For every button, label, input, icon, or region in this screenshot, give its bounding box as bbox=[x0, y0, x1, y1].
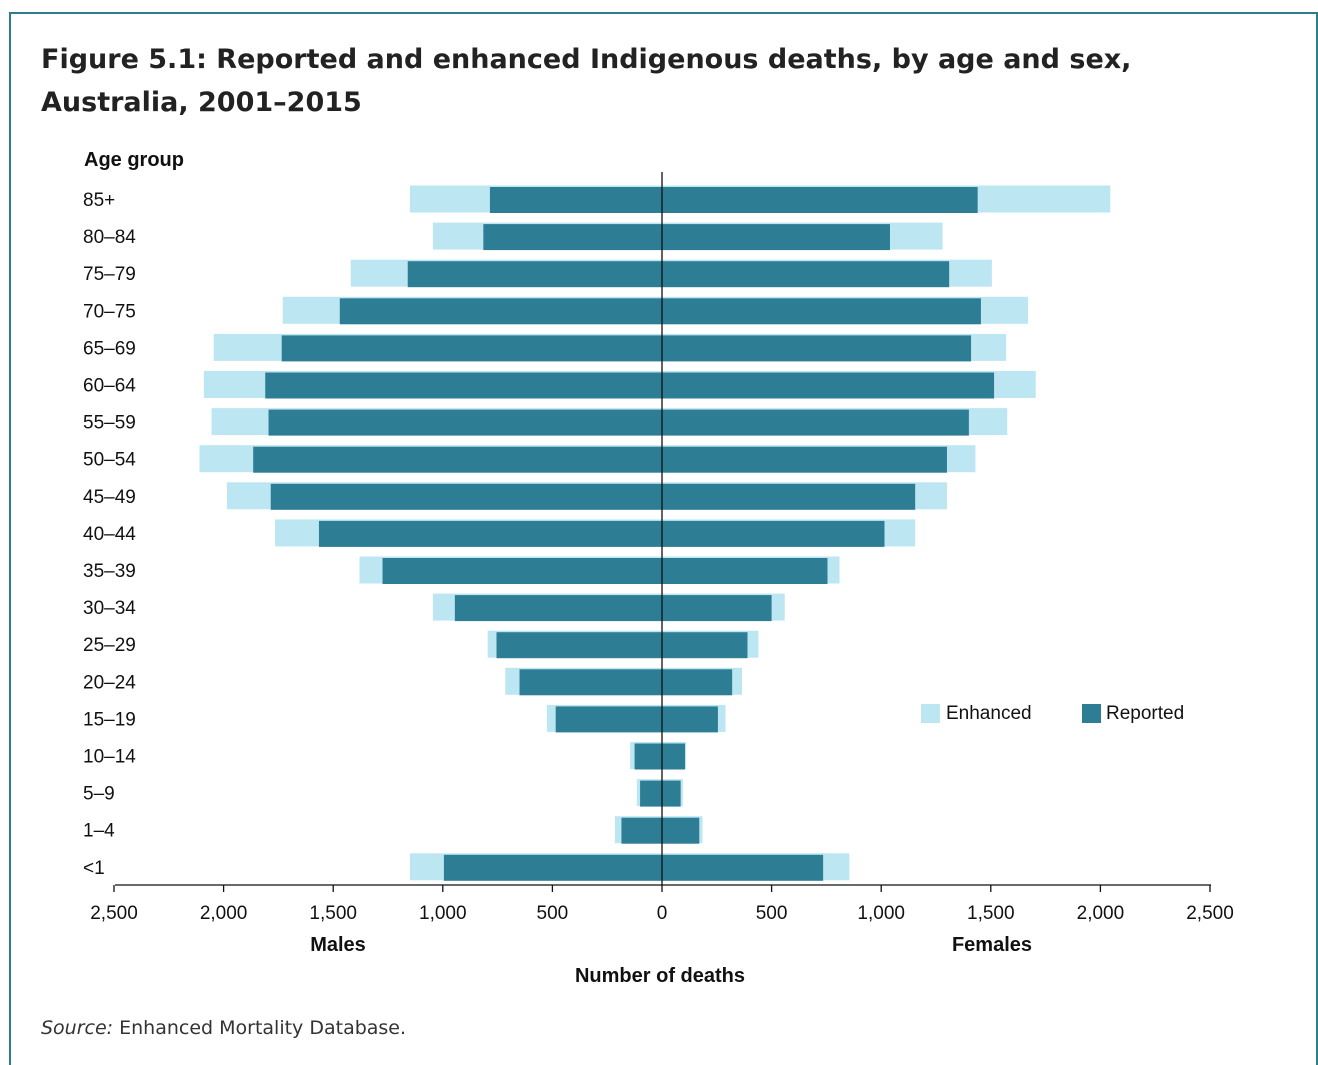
x-tick-label-1: 2,000 bbox=[200, 903, 248, 924]
males-label: Males bbox=[310, 934, 366, 956]
source-text: Enhanced Mortality Database. bbox=[113, 1017, 407, 1039]
age-group-label-row-3: 70–75 bbox=[83, 301, 136, 322]
bar-male-reported-row-13 bbox=[519, 669, 662, 696]
legend-label-enhanced: Enhanced bbox=[946, 703, 1032, 724]
age-group-label-row-11: 30–34 bbox=[83, 598, 136, 619]
bar-male-reported-row-3 bbox=[339, 298, 662, 325]
age-group-label-row-18: <1 bbox=[83, 858, 105, 879]
bar-male-reported-row-1 bbox=[483, 224, 662, 251]
age-group-label-row-5: 60–64 bbox=[83, 376, 136, 397]
bar-male-reported-row-16 bbox=[640, 780, 662, 807]
age-group-label-row-12: 25–29 bbox=[83, 635, 136, 656]
bar-female-reported-row-17 bbox=[662, 817, 700, 844]
legend-swatch-enhanced bbox=[921, 704, 940, 723]
age-group-label-row-16: 5–9 bbox=[83, 784, 115, 805]
bar-female-reported-row-14 bbox=[662, 706, 718, 733]
age-group-label-row-10: 35–39 bbox=[83, 561, 136, 582]
bar-female-reported-row-8 bbox=[662, 483, 916, 510]
legend-label-reported: Reported bbox=[1106, 703, 1184, 724]
x-tick-label-5: 0 bbox=[657, 903, 668, 924]
females-label: Females bbox=[952, 934, 1032, 956]
age-group-label-row-6: 55–59 bbox=[83, 413, 136, 434]
x-tick-label-10: 2,500 bbox=[1186, 903, 1234, 924]
bar-male-reported-row-11 bbox=[454, 595, 662, 622]
bar-male-reported-row-12 bbox=[496, 632, 662, 659]
x-tick-label-0: 2,500 bbox=[90, 903, 138, 924]
age-group-label-row-17: 1–4 bbox=[83, 821, 115, 842]
bar-female-reported-row-9 bbox=[662, 520, 885, 547]
source-label: Source: bbox=[41, 1017, 114, 1039]
bar-female-reported-row-1 bbox=[662, 224, 890, 251]
legend: Enhanced Reported bbox=[921, 703, 1184, 724]
bar-female-reported-row-16 bbox=[662, 780, 681, 807]
age-group-label-row-14: 15–19 bbox=[83, 709, 136, 730]
bar-female-reported-row-11 bbox=[662, 595, 772, 622]
x-tick-label-9: 2,000 bbox=[1077, 903, 1125, 924]
age-group-label-row-1: 80–84 bbox=[83, 227, 136, 248]
age-group-label-row-2: 75–79 bbox=[83, 264, 136, 285]
bar-female-reported-row-6 bbox=[662, 409, 969, 436]
bar-male-reported-row-7 bbox=[253, 446, 662, 473]
x-tick-label-3: 1,000 bbox=[419, 903, 467, 924]
bar-female-reported-row-13 bbox=[662, 669, 733, 696]
x-axis-ticks: 2,500 2,000 1,500 1,000 500 0 500 1,000 1,500 2,0… bbox=[90, 885, 1234, 924]
bar-male-reported-row-6 bbox=[268, 409, 662, 436]
population-pyramid-chart: 85+ 80–84 75–79 70–75 65–69 60–64 55–59 50–54 45… bbox=[83, 149, 1234, 987]
bar-female-reported-row-5 bbox=[662, 372, 995, 399]
bar-male-reported-row-0 bbox=[489, 187, 662, 213]
source-note: Source: Enhanced Mortality Database. bbox=[41, 1017, 406, 1039]
x-tick-label-7: 1,000 bbox=[857, 903, 905, 924]
bar-female-reported-row-15 bbox=[662, 743, 686, 770]
bar-male-reported-row-15 bbox=[634, 743, 662, 770]
bar-male-reported-row-17 bbox=[621, 817, 662, 844]
bar-female-reported-row-12 bbox=[662, 632, 748, 659]
bar-male-reported-row-10 bbox=[382, 558, 662, 584]
age-group-labels: 85+ 80–84 75–79 70–75 65–69 60–64 55–59 50–54 45… bbox=[83, 190, 136, 879]
age-group-label-row-13: 20–24 bbox=[83, 672, 136, 693]
bar-female-reported-row-18 bbox=[662, 854, 824, 881]
figure-title: Figure 5.1: Reported and enhanced Indige… bbox=[41, 44, 1132, 118]
bar-female-reported-row-10 bbox=[662, 558, 828, 584]
x-tick-label-4: 500 bbox=[537, 903, 569, 924]
age-group-label-row-8: 45–49 bbox=[83, 487, 136, 508]
x-axis-title: Number of deaths bbox=[575, 965, 745, 987]
bar-male-reported-row-4 bbox=[281, 335, 662, 362]
bars-group bbox=[199, 185, 1111, 881]
legend-swatch-reported bbox=[1082, 704, 1101, 723]
age-group-label-row-7: 50–54 bbox=[83, 450, 136, 471]
bar-female-reported-row-4 bbox=[662, 335, 972, 362]
bar-male-reported-row-2 bbox=[407, 261, 662, 288]
bar-male-reported-row-8 bbox=[270, 483, 662, 510]
y-axis-title: Age group bbox=[84, 149, 184, 171]
age-group-label-row-0: 85+ bbox=[83, 190, 115, 211]
bar-male-reported-row-14 bbox=[555, 706, 662, 733]
x-tick-label-2: 1,500 bbox=[309, 903, 357, 924]
figure-frame bbox=[9, 12, 1318, 1065]
bar-male-reported-row-9 bbox=[318, 520, 662, 547]
age-group-label-row-9: 40–44 bbox=[83, 524, 136, 545]
x-tick-label-8: 1,500 bbox=[967, 903, 1015, 924]
bar-male-reported-row-5 bbox=[265, 372, 662, 399]
bar-female-reported-row-3 bbox=[662, 298, 981, 325]
age-group-label-row-15: 10–14 bbox=[83, 747, 136, 768]
bar-female-reported-row-7 bbox=[662, 446, 947, 473]
bar-male-reported-row-18 bbox=[443, 854, 662, 881]
bar-female-reported-row-2 bbox=[662, 261, 950, 288]
x-tick-label-6: 500 bbox=[756, 903, 788, 924]
age-group-label-row-4: 65–69 bbox=[83, 338, 136, 359]
bar-female-reported-row-0 bbox=[662, 187, 978, 213]
